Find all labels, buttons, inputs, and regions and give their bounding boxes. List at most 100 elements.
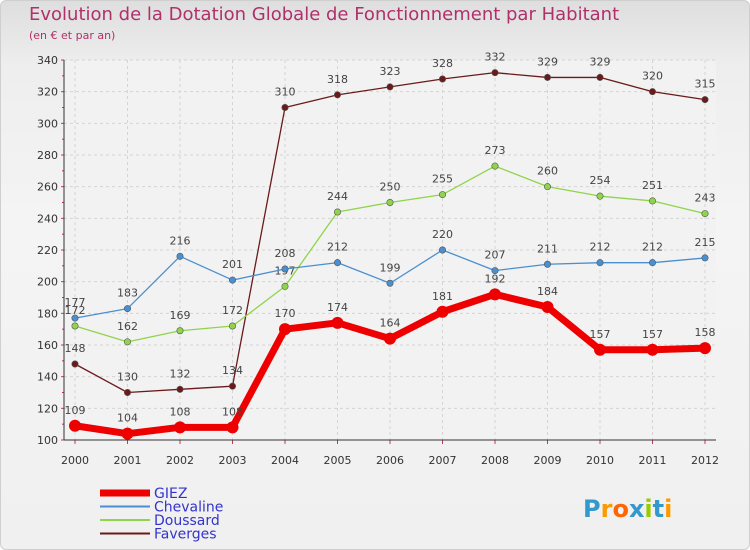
legend-label-faverges: Faverges [154, 527, 217, 543]
y-tick-label: 220 [37, 244, 58, 257]
legend-label-giez: GIEZ [154, 486, 187, 502]
y-tick-label: 100 [37, 434, 58, 447]
data-point-faverges [333, 91, 341, 99]
y-tick-label: 240 [37, 212, 58, 225]
data-label-faverges: 148 [65, 342, 86, 355]
data-point-chevaline [281, 265, 289, 273]
data-point-doussard [281, 282, 289, 290]
data-label-chevaline: 207 [485, 249, 506, 262]
data-point-giez [489, 288, 501, 301]
y-tick-label: 320 [37, 86, 58, 99]
data-label-doussard: 162 [117, 320, 138, 333]
x-tick-label: 2000 [61, 454, 89, 467]
y-tick-label: 340 [37, 54, 58, 67]
data-point-faverges [438, 75, 446, 83]
data-label-chevaline: 199 [380, 261, 401, 274]
data-label-giez: 158 [695, 326, 716, 339]
data-label-faverges: 134 [222, 364, 243, 377]
y-tick-label: 160 [37, 339, 58, 352]
data-label-doussard: 243 [695, 192, 716, 205]
data-point-giez [646, 343, 659, 356]
data-point-giez [69, 419, 81, 432]
data-label-faverges: 329 [537, 55, 558, 68]
y-tick-label: 140 [37, 371, 58, 384]
data-label-chevaline: 212 [642, 241, 663, 254]
data-label-faverges: 320 [642, 70, 663, 83]
legend-label-chevaline: Chevaline [154, 500, 223, 516]
y-tick-label: 200 [37, 276, 58, 289]
data-label-chevaline: 177 [65, 296, 86, 309]
data-label-doussard: 251 [642, 179, 663, 192]
data-point-doussard [229, 322, 237, 330]
data-label-chevaline: 212 [327, 241, 348, 254]
data-label-doussard: 260 [537, 165, 558, 178]
data-point-chevaline [438, 246, 446, 254]
x-tick-label: 2008 [481, 454, 509, 467]
x-tick-label: 2007 [429, 454, 457, 467]
data-label-giez: 109 [65, 404, 86, 417]
data-point-doussard [71, 322, 79, 330]
y-tick-label: 180 [37, 307, 58, 320]
data-point-chevaline [386, 279, 394, 287]
data-label-chevaline: 215 [695, 236, 716, 249]
data-point-faverges [596, 73, 604, 81]
data-point-doussard [543, 183, 551, 191]
x-tick-label: 2003 [219, 454, 247, 467]
x-tick-label: 2010 [586, 454, 614, 467]
data-label-doussard: 172 [65, 304, 86, 317]
data-label-giez: 181 [432, 290, 453, 303]
data-point-faverges [543, 73, 551, 81]
data-point-giez [331, 316, 344, 329]
data-point-giez [594, 343, 606, 356]
data-label-doussard: 254 [590, 174, 611, 187]
data-point-faverges [491, 69, 499, 77]
x-tick-label: 2011 [639, 454, 667, 467]
legend-label-doussard: Doussard [154, 513, 220, 529]
data-label-faverges: 315 [695, 78, 716, 91]
data-label-giez: 170 [275, 307, 296, 320]
x-tick-label: 2005 [324, 454, 352, 467]
data-label-faverges: 310 [275, 86, 296, 99]
data-label-chevaline: 220 [432, 228, 453, 241]
x-tick-label: 2002 [166, 454, 194, 467]
x-tick-label: 2001 [114, 454, 142, 467]
y-tick-label: 300 [37, 117, 58, 130]
data-point-giez [226, 421, 239, 434]
data-point-giez [699, 342, 711, 355]
y-tick-label: 280 [37, 149, 58, 162]
data-point-faverges [648, 88, 656, 96]
data-label-doussard: 244 [327, 190, 348, 203]
data-point-giez [541, 301, 554, 313]
x-tick-label: 2004 [271, 454, 299, 467]
data-point-doussard [124, 338, 132, 346]
data-label-doussard: 172 [222, 304, 243, 317]
data-point-faverges [71, 360, 79, 368]
data-point-doussard [333, 208, 341, 216]
data-label-chevaline: 216 [170, 234, 191, 247]
data-label-chevaline: 201 [222, 258, 243, 271]
proxiti-logo: Proxiti [583, 495, 672, 523]
data-point-faverges [124, 388, 132, 396]
data-point-doussard [596, 192, 604, 200]
data-point-chevaline [229, 276, 237, 284]
chart-subtitle: (en € et par an) [29, 29, 116, 42]
y-tick-label: 260 [37, 181, 58, 194]
data-label-faverges: 329 [590, 55, 611, 68]
y-tick-label: 120 [37, 402, 58, 415]
chart-title: Evolution de la Dotation Globale de Fonc… [29, 4, 620, 25]
data-point-chevaline [176, 252, 184, 260]
data-point-doussard [176, 327, 184, 335]
data-label-giez: 157 [590, 328, 611, 341]
data-point-doussard [701, 210, 709, 218]
data-point-chevaline [491, 267, 499, 275]
data-point-giez [279, 323, 291, 336]
data-point-chevaline [333, 259, 341, 267]
data-point-faverges [281, 104, 289, 112]
data-point-giez [436, 305, 449, 318]
data-label-faverges: 132 [170, 367, 191, 380]
data-label-chevaline: 211 [537, 242, 558, 255]
data-label-giez: 174 [327, 301, 348, 314]
x-tick-label: 2006 [376, 454, 404, 467]
data-point-giez [384, 332, 396, 345]
data-point-chevaline [596, 259, 604, 267]
